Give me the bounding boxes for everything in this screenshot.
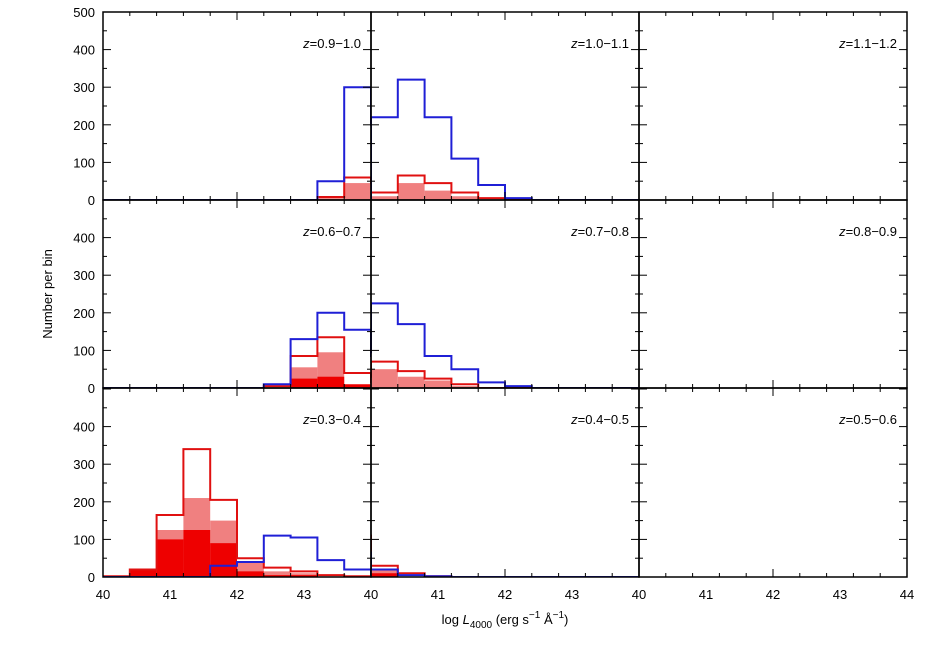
bar-red-dark: [183, 530, 211, 577]
y-tick-label: 100: [73, 532, 95, 547]
y-tick-label: 200: [73, 306, 95, 321]
panel-bars: [103, 311, 371, 388]
bar-red-light: [371, 369, 398, 388]
y-tick-label: 0: [88, 193, 95, 208]
bar-red-dark: [371, 573, 398, 577]
ticks-layer: [102, 11, 908, 578]
bar-red-dark: [344, 553, 371, 577]
x-tick-label: 41: [163, 587, 177, 602]
x-tick-label: 40: [96, 587, 110, 602]
y-tick-label: 500: [73, 5, 95, 20]
bar-red-dark: [237, 571, 264, 577]
y-tick-label: 300: [73, 457, 95, 472]
bar-red-dark: [156, 539, 184, 577]
panel-label: z=0.6−0.7: [302, 224, 361, 239]
bar-red-light: [397, 376, 425, 388]
bar-red-light: [344, 551, 371, 577]
y-axis-title: Number per bin: [40, 249, 55, 339]
panel-label: z=0.3−0.4: [302, 412, 361, 427]
bar-red-light: [397, 183, 425, 200]
y-tick-label: 200: [73, 495, 95, 510]
panel-label: z=0.5−0.6: [838, 412, 897, 427]
panel-label: z=0.9−1.0: [302, 36, 361, 51]
x-tick-label: 43: [565, 587, 579, 602]
bar-red-light: [291, 528, 318, 577]
panel-bars: [103, 448, 371, 577]
panel-7: [291, 517, 639, 577]
y-tick-label: 100: [73, 155, 95, 170]
x-tick-label: 42: [230, 587, 244, 602]
panel-label: z=0.7−0.8: [570, 224, 629, 239]
y-tick-label: 300: [73, 80, 95, 95]
x-tick-label: 42: [766, 587, 780, 602]
y-tick-label: 400: [73, 231, 95, 246]
bar-red-light: [424, 190, 452, 200]
series-red-outline: [103, 448, 371, 577]
labels-layer: z=0.9−1.0 z=1.0−1.1 z=1.1−1.2 z=0.6−0.7 z=0.…: [40, 5, 914, 631]
panels-layer: [103, 78, 639, 577]
panel-3: [103, 311, 371, 388]
panel-label: z=1.1−1.2: [838, 36, 897, 51]
panel-bars: [103, 86, 371, 200]
bar-red-dark: [317, 376, 345, 388]
x-axis-title: log L4000 (erg s−1 Å−1): [442, 610, 569, 631]
y-tick-label: 200: [73, 118, 95, 133]
x-tick-label: 43: [833, 587, 847, 602]
series-red-outline: [371, 360, 639, 388]
panel-bars: [291, 517, 639, 577]
panel-label: z=1.0−1.1: [570, 36, 629, 51]
panel-label: z=0.4−0.5: [570, 412, 629, 427]
bar-red-light: [344, 183, 371, 200]
bar-red-dark: [290, 575, 318, 577]
y-tick-label: 0: [88, 570, 95, 585]
y-tick-label: 400: [73, 420, 95, 435]
bar-red-light: [317, 198, 345, 200]
y-tick-label: 100: [73, 343, 95, 358]
x-tick-label: 44: [900, 587, 914, 602]
panel-label: z=0.8−0.9: [838, 224, 897, 239]
series-blue-outline: [103, 534, 371, 577]
x-tick-label: 40: [364, 587, 378, 602]
x-tick-label: 42: [498, 587, 512, 602]
bar-red-light: [317, 517, 344, 577]
bar-red-light: [451, 386, 479, 388]
bar-red-light: [424, 380, 452, 388]
bar-red-dark: [290, 378, 318, 388]
y-tick-label: 400: [73, 43, 95, 58]
x-tick-label: 43: [297, 587, 311, 602]
series-red-outline: [371, 174, 639, 200]
bar-red-dark: [344, 384, 371, 388]
bar-red-light: [317, 539, 344, 577]
bar-red-light: [371, 196, 398, 200]
y-tick-label: 0: [88, 381, 95, 396]
panel-0: [103, 86, 371, 200]
panel-frame: [638, 387, 908, 578]
bar-red-light: [263, 571, 291, 577]
bar-red-light: [451, 196, 479, 200]
bar-red-dark: [263, 575, 291, 577]
bar-red-dark: [210, 543, 237, 577]
series-red-outline: [103, 336, 371, 388]
x-tick-label: 40: [632, 587, 646, 602]
panel-6: [103, 448, 371, 577]
bar-red-light: [344, 519, 371, 577]
y-tick-label: 300: [73, 268, 95, 283]
x-tick-label: 41: [431, 587, 445, 602]
bar-red-dark: [129, 569, 157, 577]
x-tick-label: 41: [699, 587, 713, 602]
